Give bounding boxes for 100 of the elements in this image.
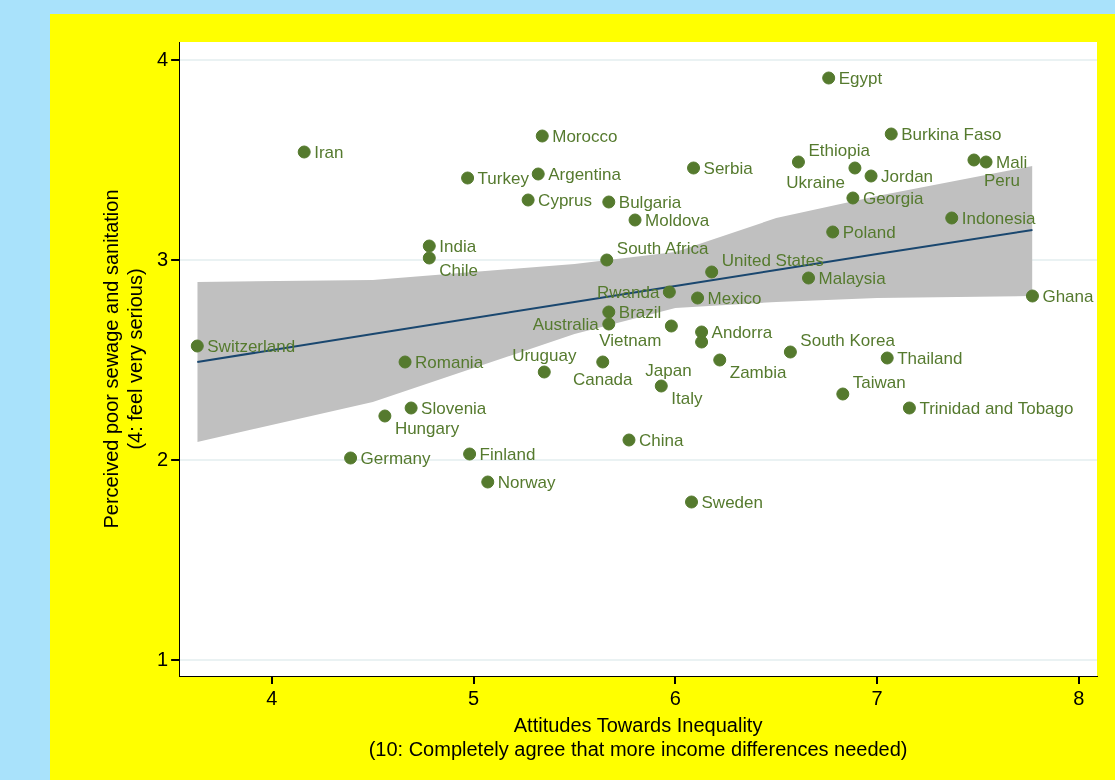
point [848,161,862,175]
point [664,319,678,333]
point [602,305,616,319]
point [531,167,545,181]
annotation: Finland [479,444,536,464]
annotation: Japan [645,360,692,380]
annotation: Slovenia [421,398,487,418]
annotation: Taiwan [852,372,906,392]
point [713,353,727,367]
point [691,291,705,305]
annotation: Malaysia [818,268,887,288]
x-axis-title: Attitudes Towards Inequality (10: Completely agree that more income differences needed) [368,713,908,760]
annotation: India [439,236,477,256]
point [190,339,204,353]
x-tick-label: 4 [266,686,278,709]
point [628,213,642,227]
annotation: Turkey [477,168,530,188]
point [826,225,840,239]
annotation: Egypt [838,68,883,88]
annotation: Burkina Faso [901,124,1002,144]
annotation: Poland [842,222,896,242]
annotation: Vietnam [599,330,662,350]
annotation: Romania [415,352,484,372]
point [846,191,860,205]
point [344,451,358,465]
x-tick-label: 7 [871,686,883,709]
annotation: Chile [439,260,479,280]
annotation: Mexico [707,288,762,308]
annotation: Uruguay [512,345,577,365]
annotation: Andorra [711,322,773,342]
annotation: Jordan [881,166,934,186]
annotation: Sweden [701,492,763,512]
annotation: Argentina [548,164,622,184]
annotation: Georgia [862,188,924,208]
y-tick-label: 4 [157,47,169,70]
point [297,145,311,159]
point [622,433,636,447]
point [695,335,709,349]
point [600,253,614,267]
point [654,379,668,393]
point [398,355,412,369]
annotation: Thailand [897,348,963,368]
point [945,211,959,225]
x-tick-label: 5 [468,686,480,709]
point [378,409,392,423]
annotation: Morocco [552,126,618,146]
annotation: Trinidad and Tobago [919,398,1074,418]
annotation: South Africa [616,238,709,258]
y-tick-label: 2 [157,447,169,470]
annotation: Ukraine [786,172,845,192]
annotation: Brazil [618,302,662,322]
annotation: Italy [671,388,703,408]
point [1025,289,1039,303]
annotation: Canada [572,369,634,389]
annotation: Switzerland [207,336,296,356]
point [902,401,916,415]
point [791,155,805,169]
point [404,401,418,415]
point [967,153,981,167]
point [880,351,894,365]
annotation: Australia [532,314,600,334]
y-tick-label: 1 [157,647,169,670]
point [535,129,549,143]
annotation: Bulgaria [618,192,682,212]
annotation: South Korea [800,330,896,350]
annotation: Cyprus [538,190,592,210]
point [596,355,610,369]
x-tick-label: 6 [669,686,681,709]
point [422,251,436,265]
point [836,387,850,401]
point [822,71,836,85]
point [685,495,699,509]
annotation: Serbia [703,158,754,178]
annotation: Iran [314,142,344,162]
point [864,169,878,183]
point [463,447,477,461]
annotation: China [638,430,684,450]
point [422,239,436,253]
annotation: Mali [996,152,1028,172]
point [802,271,816,285]
point [602,317,616,331]
point [662,285,676,299]
point [705,265,719,279]
y-axis-title: Perceived poor sewage and sanitation (4: feel very serious) [99,189,146,529]
point [461,171,475,185]
annotation: Ghana [1042,286,1095,306]
y-tick-label: 3 [157,247,169,270]
point [979,155,993,169]
annotation: Moldova [645,210,710,230]
point [537,365,551,379]
point [602,195,616,209]
point [481,475,495,489]
annotation: United States [721,250,824,270]
point [783,345,797,359]
annotation: Norway [497,472,556,492]
annotation: Hungary [394,418,460,438]
point [521,193,535,207]
annotation: Ethiopia [808,140,871,160]
point [687,161,701,175]
annotation: Germany [360,448,431,468]
